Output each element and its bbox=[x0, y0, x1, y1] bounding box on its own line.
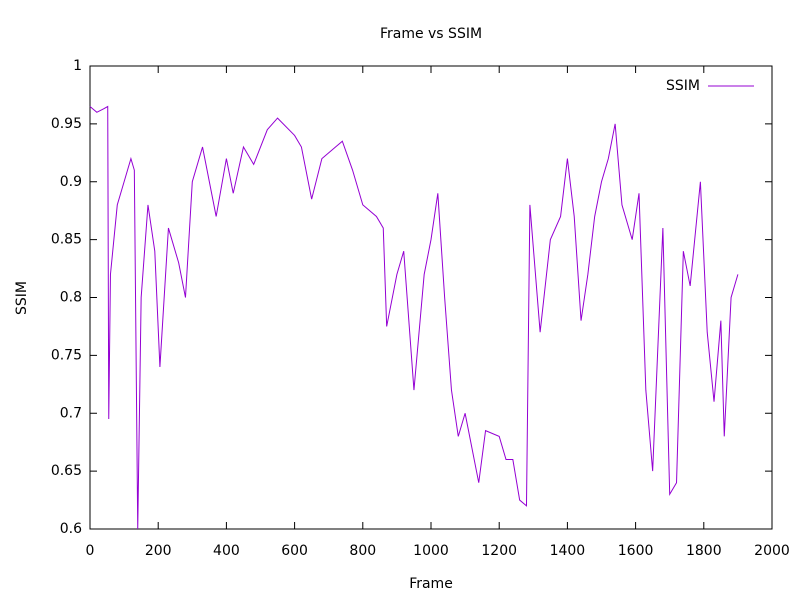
x-tick-label: 2000 bbox=[754, 543, 790, 559]
x-tick-label: 800 bbox=[349, 543, 376, 559]
x-tick-label: 1000 bbox=[413, 543, 449, 559]
x-tick-label: 1600 bbox=[618, 543, 654, 559]
y-tick-label: 0.7 bbox=[60, 405, 82, 421]
y-tick-label: 0.9 bbox=[60, 174, 82, 190]
data-line bbox=[89, 105, 739, 530]
legend-label: SSIM bbox=[666, 78, 700, 94]
x-tick-label: 0 bbox=[86, 543, 95, 559]
y-tick-label: 1 bbox=[73, 58, 82, 74]
chart-title: Frame vs SSIM bbox=[380, 26, 482, 42]
x-axis-label: Frame bbox=[409, 576, 453, 592]
x-tick-label: 1400 bbox=[550, 543, 586, 559]
x-tick-label: 1800 bbox=[686, 543, 722, 559]
y-tick-label: 0.8 bbox=[60, 290, 82, 306]
x-tick-label: 400 bbox=[213, 543, 240, 559]
y-axis-label: SSIM bbox=[14, 281, 30, 315]
y-tick-label: 0.95 bbox=[51, 116, 82, 132]
y-tick-label: 0.6 bbox=[60, 521, 82, 537]
x-tick-label: 600 bbox=[281, 543, 308, 559]
y-tick-label: 0.85 bbox=[51, 232, 82, 248]
x-tick-label: 1200 bbox=[481, 543, 517, 559]
x-tick-label: 200 bbox=[145, 543, 172, 559]
y-tick-label: 0.75 bbox=[51, 347, 82, 363]
y-tick-label: 0.65 bbox=[51, 463, 82, 479]
